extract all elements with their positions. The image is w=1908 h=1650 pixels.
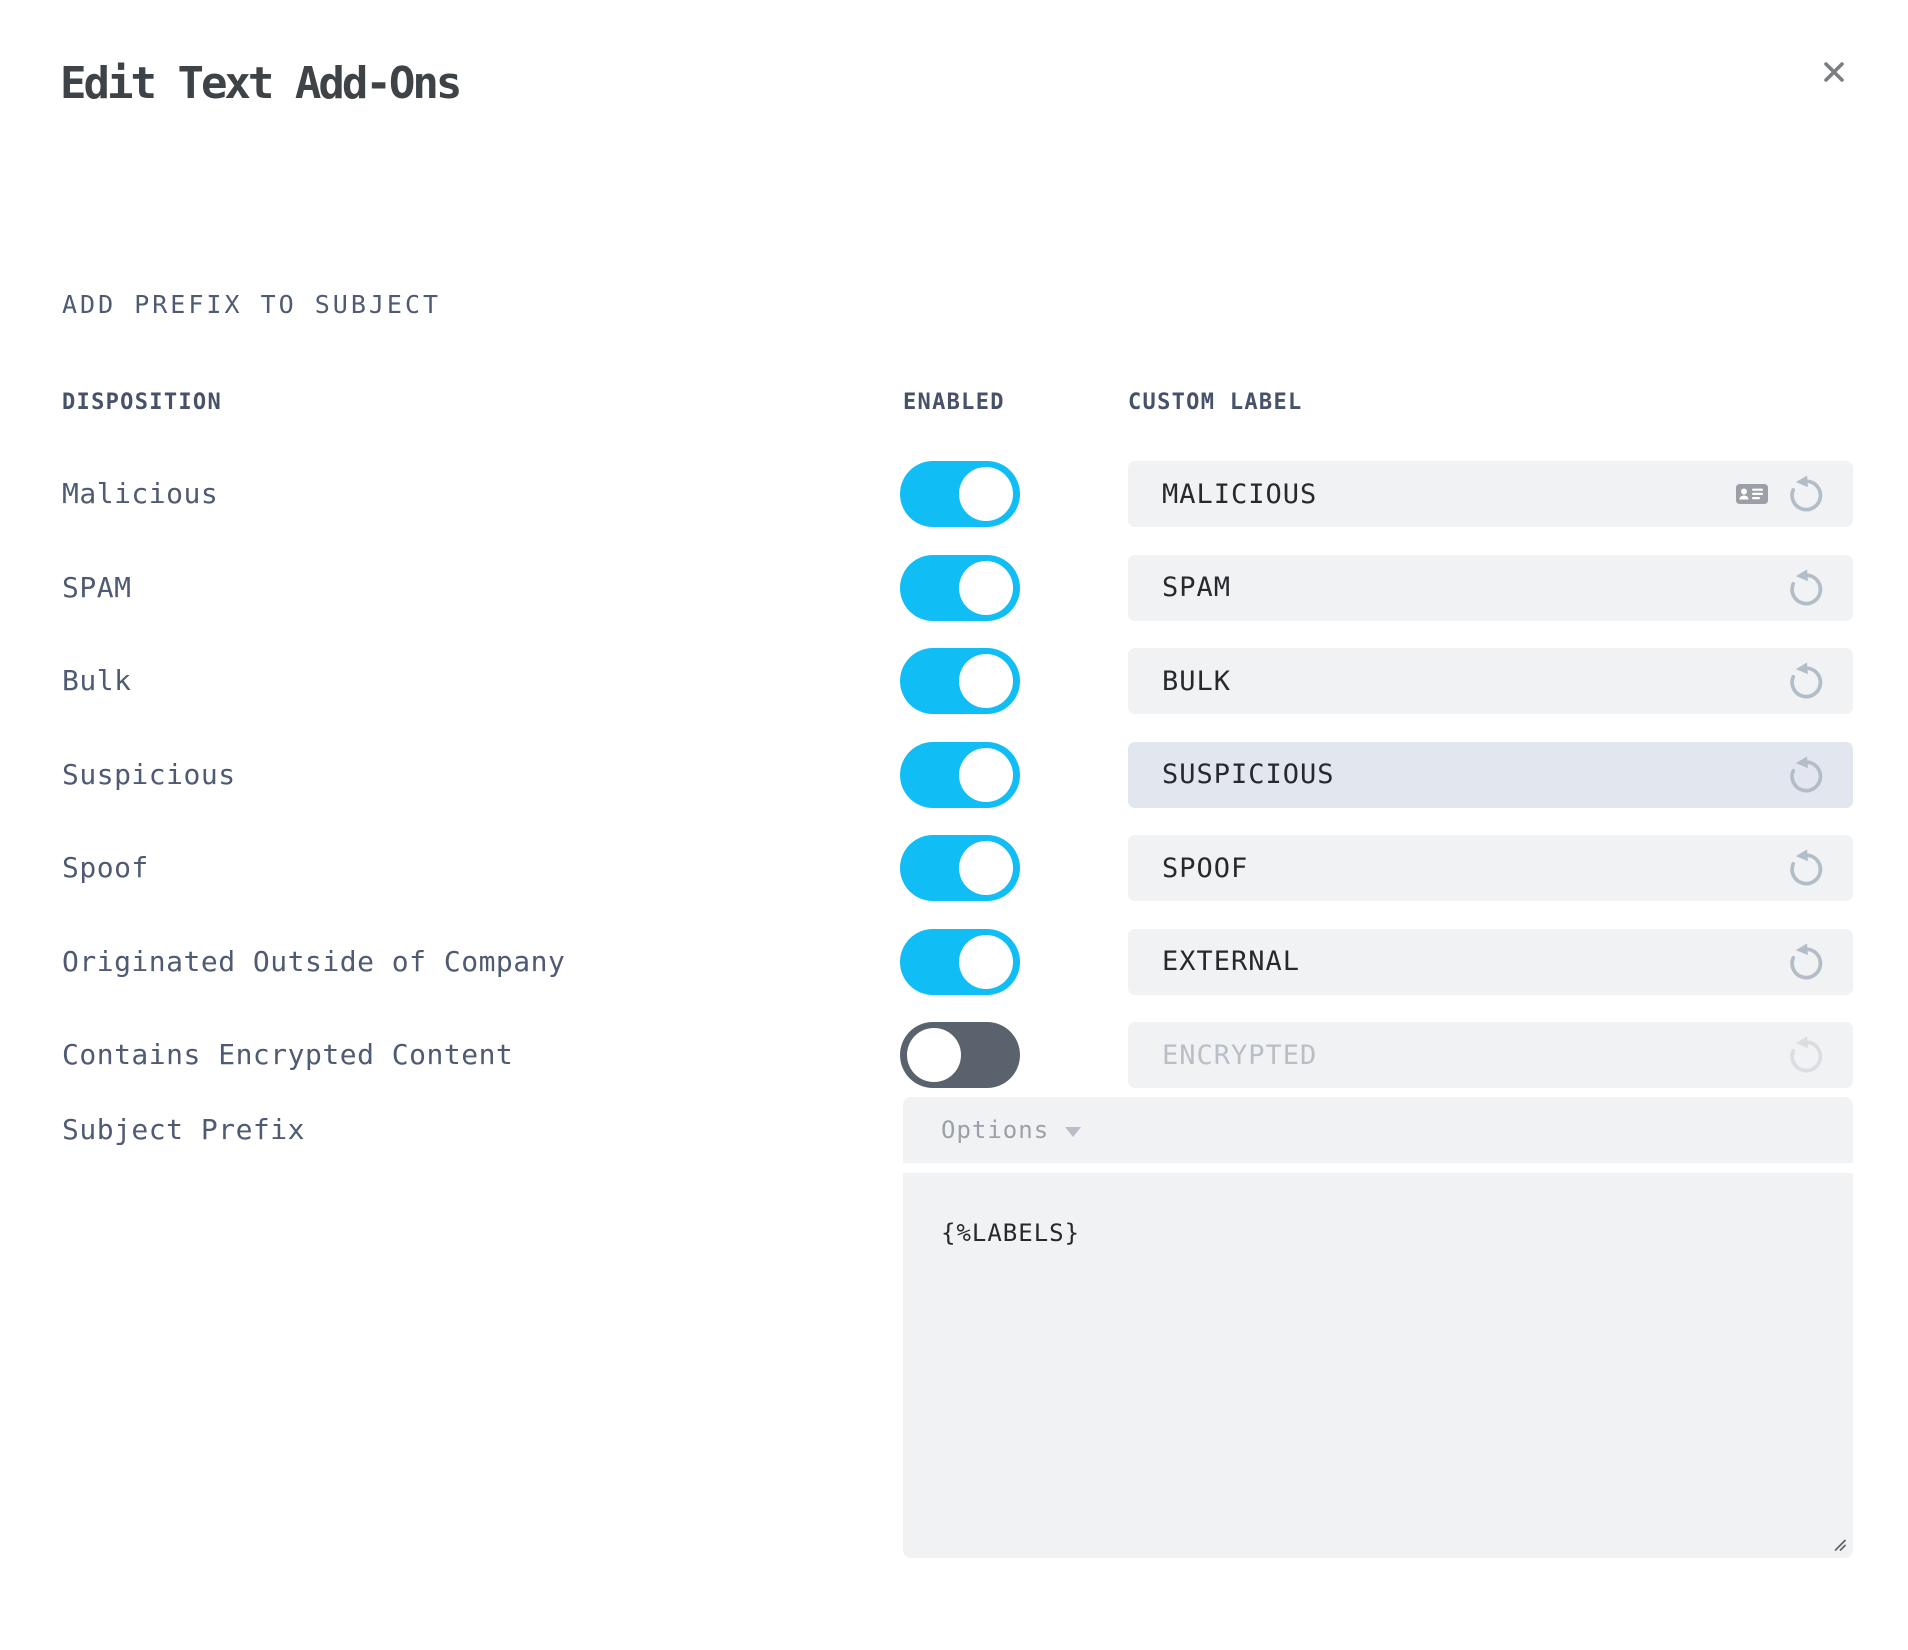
options-dropdown[interactable]: Options xyxy=(903,1097,1853,1163)
disposition-label: Malicious xyxy=(62,477,219,510)
toggle-knob xyxy=(959,841,1013,895)
disposition-label: SPAM xyxy=(62,570,132,604)
field-icons xyxy=(1785,941,1827,983)
column-header-disposition: DISPOSITION xyxy=(62,390,222,415)
disposition-row: Originated Outside of Company EXTERNAL xyxy=(0,928,1908,995)
disposition-row: Malicious MALICIOUS xyxy=(0,461,1908,527)
field-icons xyxy=(1735,473,1827,515)
field-icons xyxy=(1785,1034,1827,1076)
disposition-row: SPAM SPAM xyxy=(0,554,1908,621)
disposition-label: Spoof xyxy=(62,851,149,884)
custom-label-input[interactable]: SUSPICIOUS xyxy=(1128,741,1853,808)
custom-label-value: MALICIOUS xyxy=(1162,478,1318,510)
enabled-toggle[interactable] xyxy=(900,1022,1020,1088)
disposition-row: Contains Encrypted Content ENCRYPTED xyxy=(0,1022,1908,1088)
enabled-toggle[interactable] xyxy=(900,461,1020,527)
subject-prefix-value: {%LABELS} xyxy=(941,1219,1081,1247)
toggle-knob xyxy=(959,934,1013,989)
custom-label-value: BULK xyxy=(1162,665,1232,697)
disposition-row: Spoof SPOOF xyxy=(0,835,1908,901)
disposition-row: Suspicious SUSPICIOUS xyxy=(0,741,1908,808)
toggle-knob xyxy=(959,467,1013,521)
custom-label-input[interactable]: MALICIOUS xyxy=(1128,461,1853,527)
custom-label-input[interactable]: EXTERNAL xyxy=(1128,928,1853,995)
custom-label-value: SUSPICIOUS xyxy=(1162,759,1335,790)
toggle-knob xyxy=(959,654,1013,708)
dialog-title: Edit Text Add-Ons xyxy=(60,58,462,109)
enabled-toggle[interactable] xyxy=(900,835,1020,901)
reset-label-icon[interactable] xyxy=(1785,941,1827,983)
enabled-toggle[interactable] xyxy=(900,741,1020,808)
section-heading: ADD PREFIX TO SUBJECT xyxy=(62,290,442,319)
autofill-card-icon[interactable] xyxy=(1735,482,1769,506)
disposition-label: Originated Outside of Company xyxy=(62,944,566,978)
subject-prefix-label: Subject Prefix xyxy=(62,1113,306,1146)
reset-label-icon[interactable] xyxy=(1785,847,1827,889)
field-icons xyxy=(1785,567,1827,609)
custom-label-input[interactable]: BULK xyxy=(1128,648,1853,714)
enabled-toggle[interactable] xyxy=(900,554,1020,621)
chevron-down-icon xyxy=(1065,1126,1082,1137)
disposition-row: Bulk BULK xyxy=(0,648,1908,714)
field-icons xyxy=(1785,660,1827,702)
reset-label-icon[interactable] xyxy=(1785,660,1827,702)
field-icons xyxy=(1785,754,1827,796)
reset-label-icon[interactable] xyxy=(1785,754,1827,796)
toggle-knob xyxy=(959,747,1013,802)
field-icons xyxy=(1785,847,1827,889)
close-button[interactable] xyxy=(1804,42,1864,102)
disposition-label: Contains Encrypted Content xyxy=(62,1038,514,1071)
enabled-toggle[interactable] xyxy=(900,928,1020,995)
column-header-custom-label: CUSTOM LABEL xyxy=(1128,390,1303,415)
close-icon xyxy=(1824,62,1844,82)
reset-label-icon[interactable] xyxy=(1785,1034,1827,1076)
toggle-knob xyxy=(959,560,1013,615)
options-dropdown-label: Options xyxy=(941,1116,1050,1144)
enabled-toggle[interactable] xyxy=(900,648,1020,714)
custom-label-input[interactable]: ENCRYPTED xyxy=(1128,1022,1853,1088)
custom-label-value: ENCRYPTED xyxy=(1162,1039,1318,1071)
custom-label-input[interactable]: SPOOF xyxy=(1128,835,1853,901)
custom-label-value: EXTERNAL xyxy=(1162,946,1301,977)
disposition-label: Suspicious xyxy=(62,757,236,791)
toggle-knob xyxy=(907,1028,961,1082)
resize-handle-icon[interactable] xyxy=(1829,1534,1847,1552)
custom-label-input[interactable]: SPAM xyxy=(1128,554,1853,621)
subject-prefix-textarea[interactable]: {%LABELS} xyxy=(903,1173,1853,1558)
custom-label-value: SPOOF xyxy=(1162,852,1249,884)
column-header-enabled: ENABLED xyxy=(903,390,1005,415)
reset-label-icon[interactable] xyxy=(1785,567,1827,609)
reset-label-icon[interactable] xyxy=(1785,473,1827,515)
disposition-label: Bulk xyxy=(62,664,132,697)
custom-label-value: SPAM xyxy=(1162,572,1232,603)
